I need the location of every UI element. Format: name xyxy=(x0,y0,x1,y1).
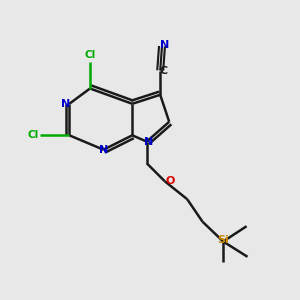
Text: N: N xyxy=(145,136,154,147)
Text: Si: Si xyxy=(217,235,229,245)
Text: C: C xyxy=(159,65,167,76)
Text: N: N xyxy=(61,99,70,109)
Text: Cl: Cl xyxy=(84,50,96,60)
Text: N: N xyxy=(99,145,108,155)
Text: Cl: Cl xyxy=(28,130,39,140)
Text: N: N xyxy=(160,40,169,50)
Text: O: O xyxy=(165,176,175,186)
